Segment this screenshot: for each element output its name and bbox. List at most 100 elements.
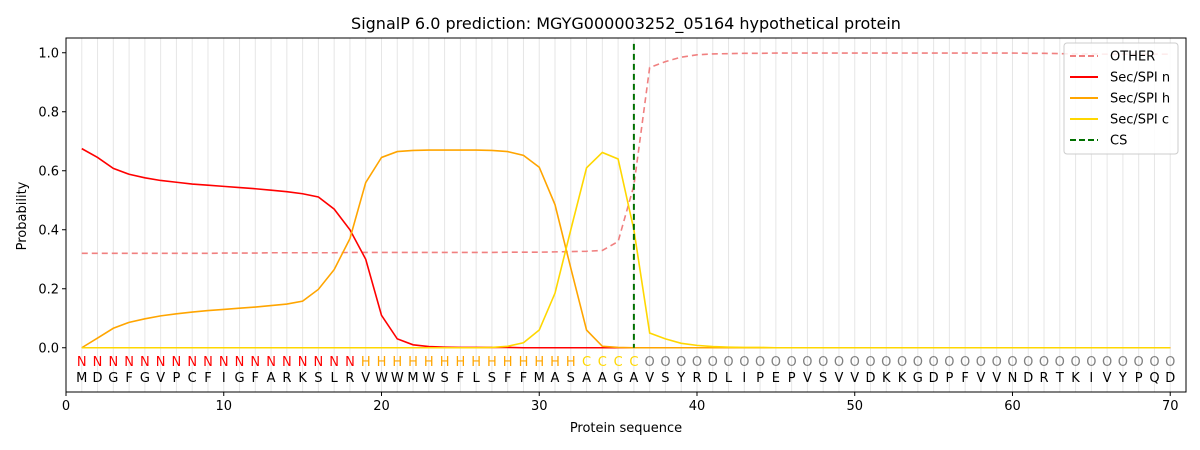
residue-letter: I <box>222 371 226 386</box>
legend-label: CS <box>1110 134 1127 149</box>
region-label: O <box>692 355 702 370</box>
region-label: O <box>676 355 686 370</box>
y-tick-label: 1.0 <box>38 46 59 61</box>
region-label: N <box>140 355 150 370</box>
region-label: N <box>282 355 292 370</box>
region-label: H <box>361 355 371 370</box>
residue-letter: G <box>913 371 923 386</box>
residue-letter: V <box>361 371 370 386</box>
residue-letter: D <box>708 371 718 386</box>
residue-letter: K <box>298 371 307 386</box>
legend-label: Sec/SPI h <box>1110 92 1170 107</box>
region-label: O <box>913 355 923 370</box>
region-label: H <box>455 355 465 370</box>
region-label: H <box>440 355 450 370</box>
residue-letter: K <box>898 371 907 386</box>
region-label: O <box>818 355 828 370</box>
residue-letter: D <box>1023 371 1033 386</box>
residue-letter: I <box>742 371 746 386</box>
residue-letter: M <box>534 371 545 386</box>
residue-letter: V <box>803 371 812 386</box>
plot-frame <box>65 37 1187 393</box>
region-label: O <box>645 355 655 370</box>
region-label: C <box>614 355 623 370</box>
residue-letter: P <box>945 371 953 386</box>
residue-letter: W <box>422 371 435 386</box>
residue-letter: F <box>125 371 132 386</box>
region-label: O <box>1070 355 1080 370</box>
region-label: O <box>1102 355 1112 370</box>
region-label: H <box>566 355 576 370</box>
residue-letter: V <box>645 371 654 386</box>
legend-label: Sec/SPI c <box>1110 113 1169 128</box>
residue-letter: S <box>440 371 448 386</box>
residue-letter: Q <box>1149 371 1159 386</box>
region-label: H <box>503 355 513 370</box>
region-label: O <box>739 355 749 370</box>
x-tick-label: 70 <box>1162 399 1179 414</box>
grid-lines <box>81 38 1171 392</box>
region-label: H <box>487 355 497 370</box>
legend: OTHER Sec/SPI n Sec/SPI h Sec/SPI c CS <box>1063 42 1179 155</box>
chart-title: SignalP 6.0 prediction: MGYG000003252_05… <box>351 14 901 34</box>
region-label: N <box>329 355 339 370</box>
region-label: H <box>392 355 402 370</box>
region-label: N <box>93 355 103 370</box>
residue-letter: D <box>93 371 103 386</box>
residue-letter: D <box>1165 371 1175 386</box>
residue-letter: S <box>314 371 322 386</box>
y-tick-label: 0.4 <box>38 223 59 238</box>
region-label: N <box>124 355 134 370</box>
region-label: N <box>187 355 197 370</box>
residue-letter: F <box>520 371 527 386</box>
residue-letter: V <box>835 371 844 386</box>
region-label: N <box>219 355 229 370</box>
residue-letter: K <box>882 371 891 386</box>
residue-letter: W <box>375 371 388 386</box>
region-label: O <box>1165 355 1175 370</box>
axes: 0 10 20 30 40 50 60 70 0.0 0.2 0.4 0.6 0.8 1.0 <box>38 46 1178 414</box>
region-label: N <box>314 355 324 370</box>
region-label: H <box>377 355 387 370</box>
region-label: O <box>1039 355 1049 370</box>
region-label: N <box>235 355 245 370</box>
residue-letter: M <box>76 371 87 386</box>
region-label: N <box>266 355 276 370</box>
y-axis-label: Probability <box>15 181 30 250</box>
region-label: O <box>1149 355 1159 370</box>
residue-letter: L <box>331 371 339 386</box>
region-label: O <box>1055 355 1065 370</box>
residue-letter: A <box>267 371 276 386</box>
region-label: O <box>802 355 812 370</box>
residue-letter: S <box>488 371 496 386</box>
residue-letter: V <box>850 371 859 386</box>
residue-letter: R <box>282 371 291 386</box>
residue-letter: F <box>457 371 464 386</box>
region-label: O <box>834 355 844 370</box>
region-label: O <box>660 355 670 370</box>
residue-letter: F <box>504 371 511 386</box>
region-label: O <box>897 355 907 370</box>
x-tick-label: 20 <box>373 399 390 414</box>
region-label: N <box>77 355 87 370</box>
region-label: N <box>250 355 260 370</box>
residue-letter: M <box>407 371 418 386</box>
residue-letter: S <box>567 371 575 386</box>
region-label: O <box>960 355 970 370</box>
region-label: N <box>108 355 118 370</box>
region-label: O <box>723 355 733 370</box>
residue-letter: P <box>756 371 764 386</box>
region-label: O <box>1086 355 1096 370</box>
region-label: O <box>1023 355 1033 370</box>
region-label: O <box>1118 355 1128 370</box>
series-line-sec-spi-c <box>81 151 1171 349</box>
residue-letter: R <box>345 371 354 386</box>
residue-letter: G <box>613 371 623 386</box>
region-label: N <box>345 355 355 370</box>
region-label: C <box>598 355 607 370</box>
residue-letter: C <box>188 371 197 386</box>
region-label: O <box>881 355 891 370</box>
legend-label: Sec/SPI n <box>1110 71 1170 86</box>
residue-letter: Y <box>676 371 685 386</box>
